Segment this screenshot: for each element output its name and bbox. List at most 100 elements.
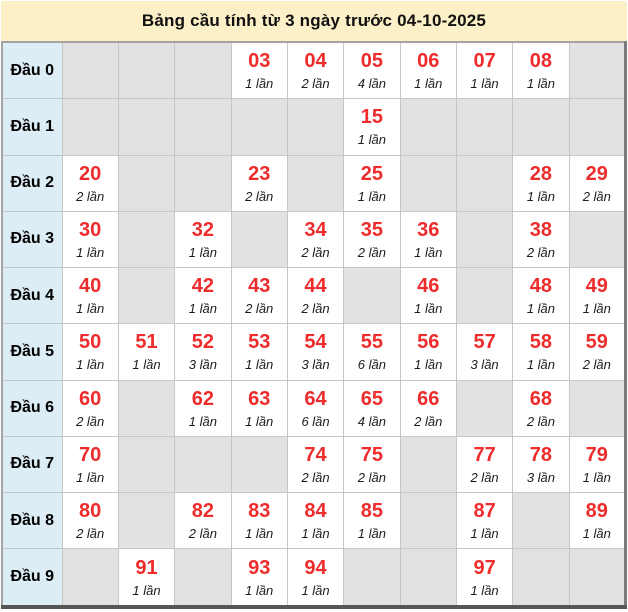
number-cell: 84 1 lần [286,492,345,550]
pair-number: 48 [529,275,553,298]
number-cell: 05 4 lần [343,41,401,100]
occurrence-count: 2 lần [188,526,217,542]
occurrence-count: 2 lần [301,301,330,317]
table-row: Đầu 9 91 1 lần 93 1 lần 94 1 lần 97 1 lần [1,548,627,608]
pair-number: 80 [79,500,102,523]
pair-number: 89 [585,500,608,523]
empty-cell [568,379,627,437]
table-row: Đầu 7 70 1 lần 74 2 lần 75 2 lần 77 2 lần 78 3 lần… [1,435,627,494]
empty-cell [399,154,457,212]
pair-number: 79 [585,443,608,466]
number-cell: 78 3 lần [512,435,570,494]
number-cell: 57 3 lần [455,323,514,381]
number-cell: 59 2 lần [568,323,627,381]
frequency-table: Đầu 0 03 1 lần 04 2 lần 05 4 lần 06 1 lần 07 1 lần… [1,41,627,609]
empty-cell [174,98,232,156]
pair-number: 20 [79,162,102,185]
occurrence-count: 2 lần [357,244,386,260]
occurrence-count: 6 lần [301,413,330,429]
number-cell: 75 2 lần [343,435,401,494]
table-row: Đầu 5 50 1 lần 51 1 lần 52 3 lần 53 1 lần 54 3 lần… [1,323,627,381]
occurrence-count: 1 lần [414,244,443,260]
occurrence-count: 1 lần [245,582,274,598]
empty-cell [230,435,288,494]
number-cell: 51 1 lần [117,323,176,381]
number-cell: 07 1 lần [455,41,514,100]
empty-cell [568,548,627,608]
empty-cell [512,548,570,608]
pair-number: 94 [304,556,327,579]
table-row: Đầu 2 20 2 lần 23 2 lần 25 1 lần 28 1 lần 29 2 lần [1,154,627,212]
empty-cell [343,267,401,325]
occurrence-count: 2 lần [470,469,499,485]
row-header: Đầu 1 [1,98,63,156]
pair-number: 15 [360,106,384,129]
table-row: Đầu 0 03 1 lần 04 2 lần 05 4 lần 06 1 lần 07 1 lần… [1,41,627,100]
number-cell: 44 2 lần [286,267,345,325]
number-cell: 20 2 lần [61,154,119,212]
occurrence-count: 2 lần [582,357,611,373]
number-cell: 93 1 lần [230,548,288,608]
occurrence-count: 2 lần [357,469,386,485]
pair-number: 55 [360,331,384,354]
empty-cell [61,98,119,156]
table-row: Đầu 4 40 1 lần 42 1 lần 43 2 lần 44 2 lần 46 1 lần… [1,267,627,325]
number-cell: 52 3 lần [174,323,232,381]
pair-number: 06 [417,50,440,73]
number-cell: 29 2 lần [568,154,627,212]
pair-number: 59 [585,331,608,354]
empty-cell [286,98,345,156]
occurrence-count: 6 lần [357,357,386,373]
occurrence-count: 2 lần [76,526,105,542]
empty-cell [117,267,176,325]
occurrence-count: 3 lần [526,469,556,485]
empty-cell [568,98,627,156]
table-row: Đầu 1 15 1 lần [1,98,627,156]
pair-number: 77 [473,443,496,466]
occurrence-count: 3 lần [188,357,217,373]
occurrence-count: 1 lần [470,76,499,92]
number-cell: 80 2 lần [61,492,119,550]
table-row: Đầu 3 30 1 lần 32 1 lần 34 2 lần 35 2 lần 36 1 lần… [1,210,627,269]
pair-number: 87 [473,500,496,523]
occurrence-count: 2 lần [526,413,556,429]
pair-number: 78 [529,443,553,466]
number-cell: 15 1 lần [343,98,401,156]
occurrence-count: 2 lần [245,301,274,317]
occurrence-count: 1 lần [526,301,556,317]
pair-number: 82 [191,500,214,523]
pair-number: 57 [473,331,496,354]
occurrence-count: 1 lần [526,76,556,92]
number-cell: 70 1 lần [61,435,119,494]
empty-cell [399,435,457,494]
occurrence-count: 1 lần [76,244,105,260]
occurrence-count: 1 lần [357,132,386,148]
empty-cell [512,492,570,550]
pair-number: 83 [248,500,271,523]
occurrence-count: 1 lần [188,244,217,260]
pair-number: 46 [417,275,440,298]
pair-number: 05 [360,50,384,73]
occurrence-count: 1 lần [245,526,274,542]
occurrence-count: 1 lần [414,301,443,317]
pair-number: 04 [304,50,327,73]
occurrence-count: 1 lần [76,357,105,373]
table-row: Đầu 6 60 2 lần 62 1 lần 63 1 lần 64 6 lần 65 4 lần… [1,379,627,437]
pair-number: 53 [248,331,271,354]
empty-cell [399,98,457,156]
occurrence-count: 2 lần [76,413,105,429]
number-cell: 23 2 lần [230,154,288,212]
number-cell: 53 1 lần [230,323,288,381]
pair-number: 51 [135,331,158,354]
number-cell: 74 2 lần [286,435,345,494]
occurrence-count: 2 lần [76,188,105,204]
pair-number: 85 [360,500,384,523]
empty-cell [455,267,514,325]
number-cell: 91 1 lần [117,548,176,608]
occurrence-count: 1 lần [132,582,161,598]
row-header: Đầu 8 [1,492,63,550]
number-cell: 06 1 lần [399,41,457,100]
occurrence-count: 3 lần [470,357,499,373]
empty-cell [455,210,514,269]
empty-cell [117,379,176,437]
